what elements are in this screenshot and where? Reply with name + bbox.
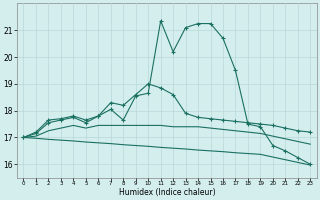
X-axis label: Humidex (Indice chaleur): Humidex (Indice chaleur) (119, 188, 215, 197)
